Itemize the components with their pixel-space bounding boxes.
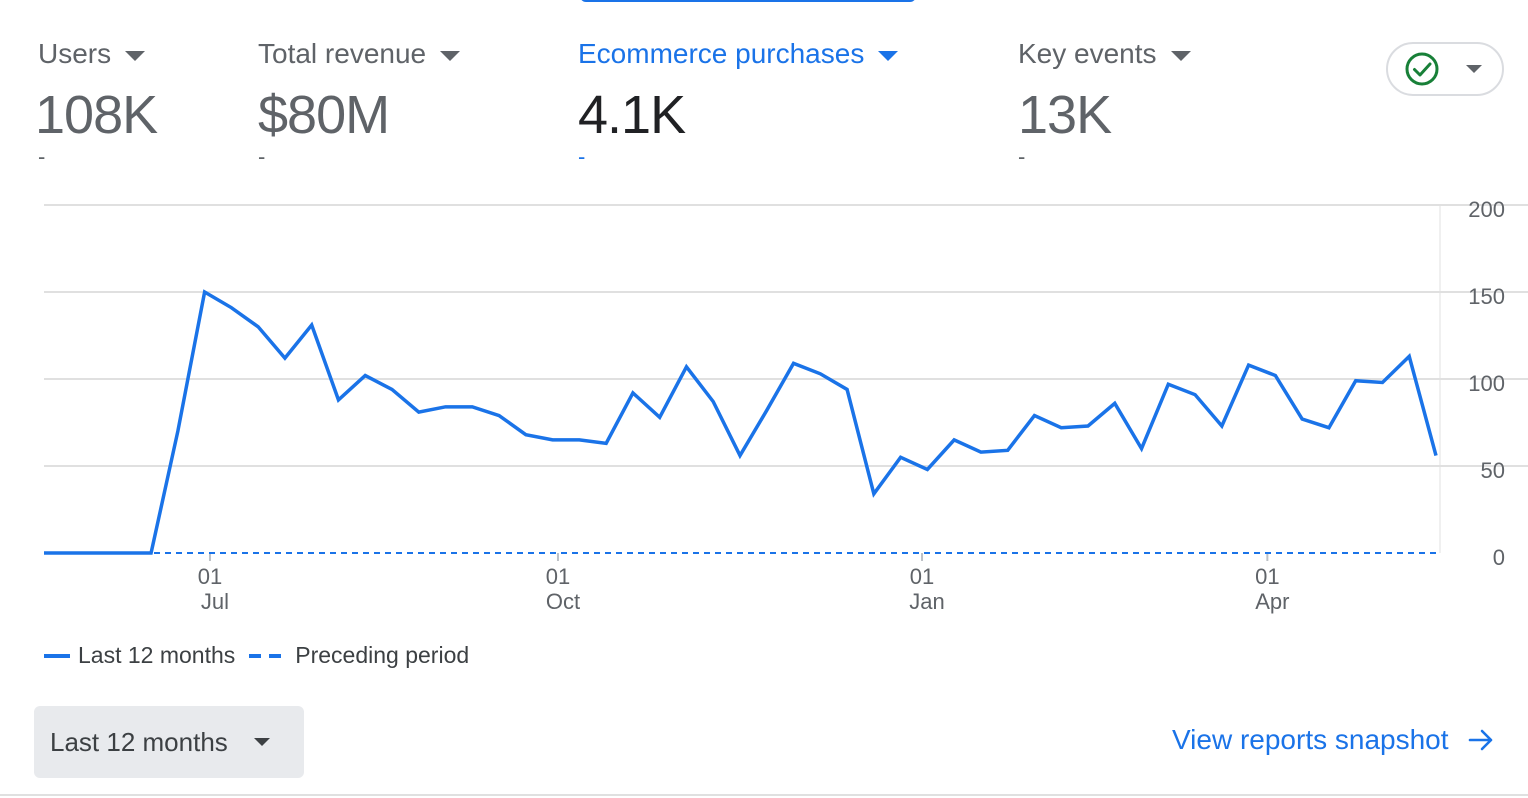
chevron-down-icon[interactable]	[440, 50, 461, 61]
metric-change: -	[38, 144, 46, 169]
chart-series	[44, 289, 1438, 555]
check-circle-icon	[1405, 52, 1439, 86]
metric-card-users[interactable]: Users 108K -	[35, 38, 158, 169]
x-tick-day: 01	[910, 564, 934, 589]
y-axis-ticks: 0 50 100 150 200	[1468, 197, 1505, 570]
y-tick-label: 150	[1468, 284, 1505, 309]
legend-item-current: Last 12 months	[44, 642, 235, 669]
legend-item-previous: Preceding period	[249, 642, 469, 669]
selected-card-indicator	[580, 0, 916, 2]
x-tick-month: Jan	[909, 589, 944, 614]
y-tick-label: 0	[1493, 545, 1505, 570]
metric-card-key-events[interactable]: Key events 13K -	[1018, 38, 1191, 168]
metric-value: $80M	[258, 85, 390, 145]
series-line-last-12-months	[44, 289, 1438, 555]
x-tick-day: 01	[546, 564, 570, 589]
metric-label: Total revenue	[258, 38, 427, 69]
metric-card-ecommerce-purchases[interactable]: Ecommerce purchases 4.1K -	[578, 38, 899, 169]
chevron-down-icon[interactable]	[125, 50, 146, 61]
chevron-down-icon	[253, 738, 270, 746]
view-reports-snapshot-link[interactable]: View reports snapshot	[1172, 724, 1495, 756]
dashed-line-swatch	[249, 653, 284, 658]
metric-label: Ecommerce purchases	[578, 38, 865, 69]
arrow-right-icon	[1468, 729, 1492, 751]
metric-change: -	[1018, 144, 1026, 169]
solid-line-swatch	[44, 653, 70, 658]
chevron-down-icon[interactable]	[878, 50, 899, 61]
bottom-divider	[0, 794, 1528, 796]
date-range-dropdown[interactable]: Last 12 months	[34, 706, 304, 778]
metric-card-total-revenue[interactable]: Total revenue $80M -	[258, 38, 461, 169]
chart-legend: Last 12 months Preceding period	[44, 642, 483, 669]
x-tick-day: 01	[1255, 564, 1279, 589]
metric-change: -	[578, 144, 586, 169]
chevron-down-icon[interactable]	[1170, 50, 1191, 61]
legend-label: Last 12 months	[78, 642, 236, 668]
metric-label: Key events	[1018, 38, 1157, 69]
metric-change: -	[258, 144, 266, 169]
chevron-down-icon	[1466, 65, 1482, 73]
metric-value: 4.1K	[578, 85, 686, 145]
metric-label: Users	[38, 38, 112, 69]
x-tick-month: Apr	[1255, 589, 1289, 614]
date-range-label: Last 12 months	[50, 726, 228, 757]
legend-label: Preceding period	[295, 642, 470, 668]
metric-value: 13K	[1018, 85, 1112, 145]
x-tick-month: Oct	[546, 589, 580, 614]
view-link-label: View reports snapshot	[1172, 724, 1449, 755]
y-tick-label: 100	[1468, 371, 1505, 396]
metric-value: 108K	[35, 85, 158, 145]
chart-gridlines	[44, 204, 1528, 553]
x-tick-day: 01	[198, 564, 222, 589]
x-tick-month: Jul	[201, 589, 229, 614]
y-tick-label: 50	[1481, 458, 1505, 483]
y-tick-label: 200	[1468, 197, 1505, 222]
data-quality-status-button[interactable]	[1386, 42, 1504, 96]
